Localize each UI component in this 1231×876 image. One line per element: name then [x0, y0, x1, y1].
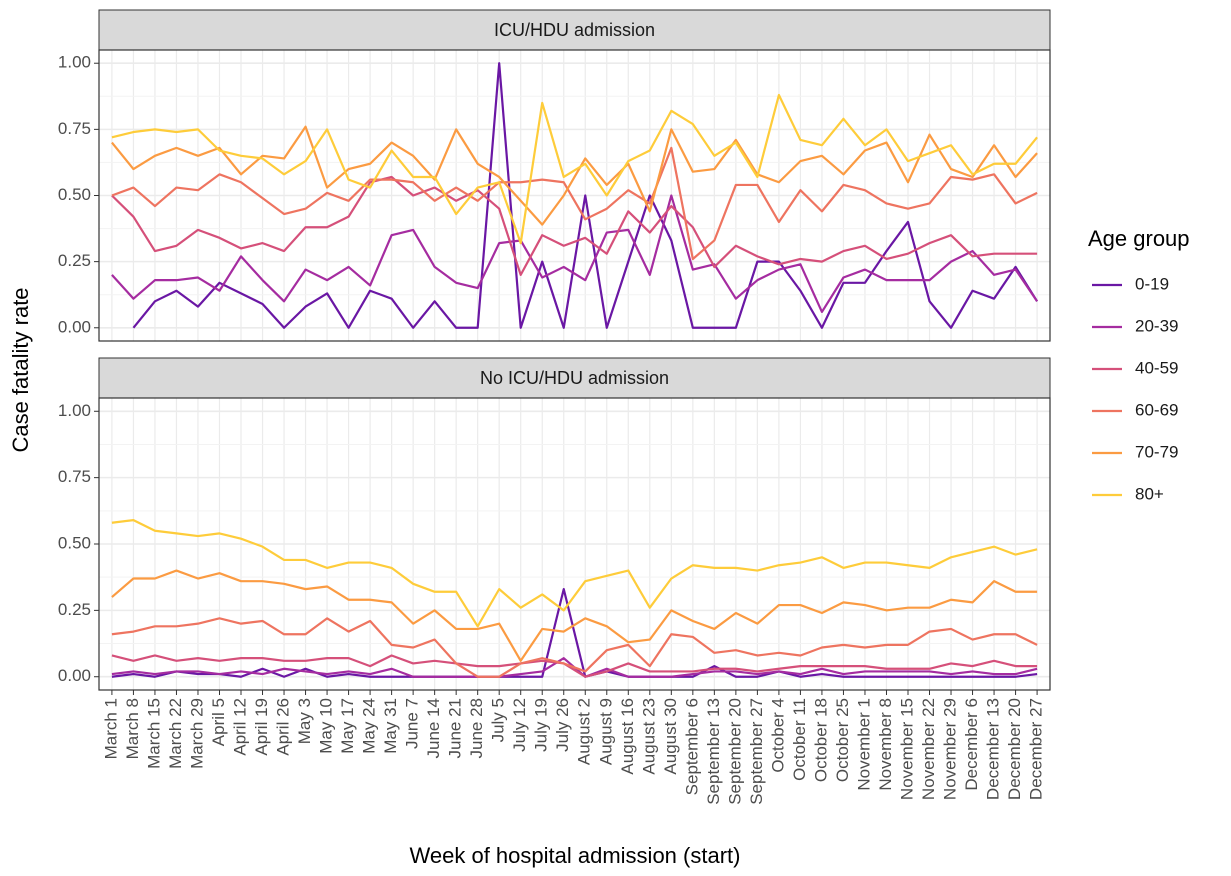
x-tick-label: September 13	[704, 698, 723, 805]
x-tick-label: September 6	[682, 698, 701, 795]
y-tick-label: 0.25	[58, 600, 91, 619]
strip	[98, 357, 1051, 399]
x-tick-label: June 21	[446, 698, 465, 759]
y-tick-label: 0.00	[58, 666, 91, 685]
x-tick-label: July 5	[489, 698, 508, 742]
x-tick-label: April 26	[274, 698, 293, 756]
series-line	[111, 194, 1039, 313]
x-tick-label: March 22	[166, 698, 185, 769]
y-tick-label: 0.50	[58, 533, 91, 552]
series-line	[111, 569, 1038, 662]
x-tick-label: April 19	[252, 698, 271, 756]
series-line	[111, 617, 1038, 678]
x-tick-label: July 12	[510, 698, 529, 752]
x-tick-label: November 15	[897, 698, 916, 800]
legend-title: Age group	[1088, 226, 1190, 251]
series-line	[111, 146, 1038, 261]
x-tick-label: November 1	[854, 698, 873, 791]
strip-label: ICU/HDU admission	[494, 20, 655, 40]
strip	[98, 9, 1051, 51]
legend-label: 70-79	[1135, 442, 1178, 461]
legend-label: 20-39	[1135, 316, 1178, 335]
x-tick-label: August 9	[596, 698, 615, 765]
x-tick-label: March 1	[101, 698, 120, 759]
series-line	[132, 62, 1039, 329]
legend-label: 40-59	[1135, 358, 1178, 377]
y-tick-label: 0.50	[58, 185, 91, 204]
series-line	[111, 125, 1038, 226]
x-tick-label: April 12	[230, 698, 249, 756]
y-tick-label: 1.00	[58, 401, 91, 420]
y-tick-label: 0.00	[58, 317, 91, 336]
x-tick-label: May 10	[317, 698, 336, 754]
x-tick-label: March 29	[187, 698, 206, 769]
y-tick-label: 0.75	[58, 119, 91, 138]
strip-label: No ICU/HDU admission	[480, 368, 669, 388]
x-tick-label: July 26	[553, 698, 572, 752]
legend-label: 60-69	[1135, 400, 1178, 419]
x-tick-label: August 30	[661, 698, 680, 775]
x-tick-label: October 11	[790, 698, 809, 781]
x-tick-label: May 24	[360, 698, 379, 754]
x-tick-label: December 6	[962, 698, 981, 791]
y-axis-label: Case fatality rate	[8, 287, 33, 452]
series-line	[111, 175, 1038, 276]
x-tick-label: March 15	[144, 698, 163, 769]
x-tick-label: April 5	[209, 698, 228, 746]
x-tick-label: July 19	[532, 698, 551, 752]
series-line	[111, 654, 1038, 678]
x-tick-label: November 29	[941, 698, 960, 800]
y-tick-label: 1.00	[58, 53, 91, 72]
x-tick-label: November 22	[919, 698, 938, 800]
x-tick-label: May 31	[381, 698, 400, 754]
y-tick-label: 0.25	[58, 251, 91, 270]
x-tick-label: October 18	[811, 698, 830, 782]
x-tick-label: June 28	[467, 698, 486, 759]
legend-label: 80+	[1135, 484, 1164, 503]
x-tick-label: November 8	[876, 698, 895, 791]
x-axis-label: Week of hospital admission (start)	[410, 843, 741, 868]
x-tick-label: June 7	[403, 698, 422, 749]
series-line	[111, 588, 1038, 678]
x-tick-label: December 27	[1027, 698, 1046, 800]
panel-border	[98, 397, 1051, 691]
legend-label: 0-19	[1135, 274, 1169, 293]
x-tick-label: October 4	[768, 698, 787, 773]
x-tick-label: August 23	[639, 698, 658, 775]
x-tick-label: March 8	[123, 698, 142, 759]
y-tick-label: 0.75	[58, 467, 91, 486]
panel-border	[98, 49, 1051, 342]
series-line	[111, 519, 1038, 628]
series-line	[111, 93, 1038, 245]
x-tick-label: October 25	[833, 698, 852, 782]
x-tick-label: September 27	[747, 698, 766, 805]
x-tick-label: December 20	[1005, 698, 1024, 800]
x-tick-label: August 2	[575, 698, 594, 765]
x-tick-label: May 17	[338, 698, 357, 754]
x-tick-label: September 20	[725, 698, 744, 805]
x-tick-label: August 16	[618, 698, 637, 775]
x-tick-label: June 14	[424, 698, 443, 759]
x-tick-label: December 13	[984, 698, 1003, 800]
x-tick-label: May 3	[295, 698, 314, 744]
